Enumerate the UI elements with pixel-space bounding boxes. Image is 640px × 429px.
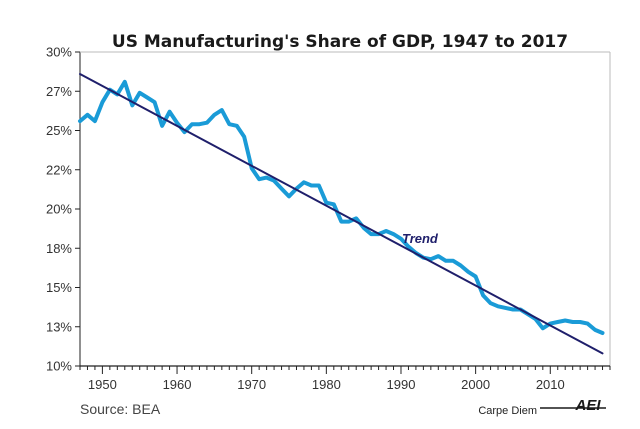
source-note: Source: BEA bbox=[80, 401, 161, 417]
aei-logo-text: AEI bbox=[574, 397, 601, 414]
x-tick-label: 1980 bbox=[312, 377, 341, 392]
x-axis: 1950 1960 1970 1980 1990 2000 2010 bbox=[79, 366, 611, 392]
x-tick-label: 2000 bbox=[461, 377, 490, 392]
branding-text: Carpe Diem bbox=[478, 405, 537, 417]
y-tick-label: 18% bbox=[46, 241, 72, 256]
x-tick-label: 1950 bbox=[88, 377, 117, 392]
x-tick-label: 1960 bbox=[163, 377, 192, 392]
y-tick-label: 13% bbox=[46, 319, 72, 334]
y-tick-label: 25% bbox=[46, 123, 72, 138]
x-tick-label: 1990 bbox=[387, 377, 416, 392]
x-tick-label: 1970 bbox=[237, 377, 266, 392]
y-axis: 10% 13% 15% 18% 20% 22% 25% 27% 30% bbox=[46, 45, 80, 374]
aei-logo: AEI bbox=[540, 397, 606, 414]
y-tick-label: 30% bbox=[46, 45, 72, 60]
y-tick-label: 10% bbox=[46, 359, 72, 374]
manufacturing-share-line bbox=[78, 79, 605, 335]
y-tick-label: 15% bbox=[46, 280, 72, 295]
chart-title: US Manufacturing's Share of GDP, 1947 to… bbox=[112, 32, 568, 52]
y-tick-label: 27% bbox=[46, 84, 72, 99]
trend-line bbox=[79, 73, 604, 355]
x-tick-label: 2010 bbox=[536, 377, 565, 392]
trend-label: Trend bbox=[402, 231, 439, 246]
y-tick-label: 20% bbox=[46, 202, 72, 217]
series-layer bbox=[78, 73, 605, 355]
y-tick-label: 22% bbox=[46, 162, 72, 177]
